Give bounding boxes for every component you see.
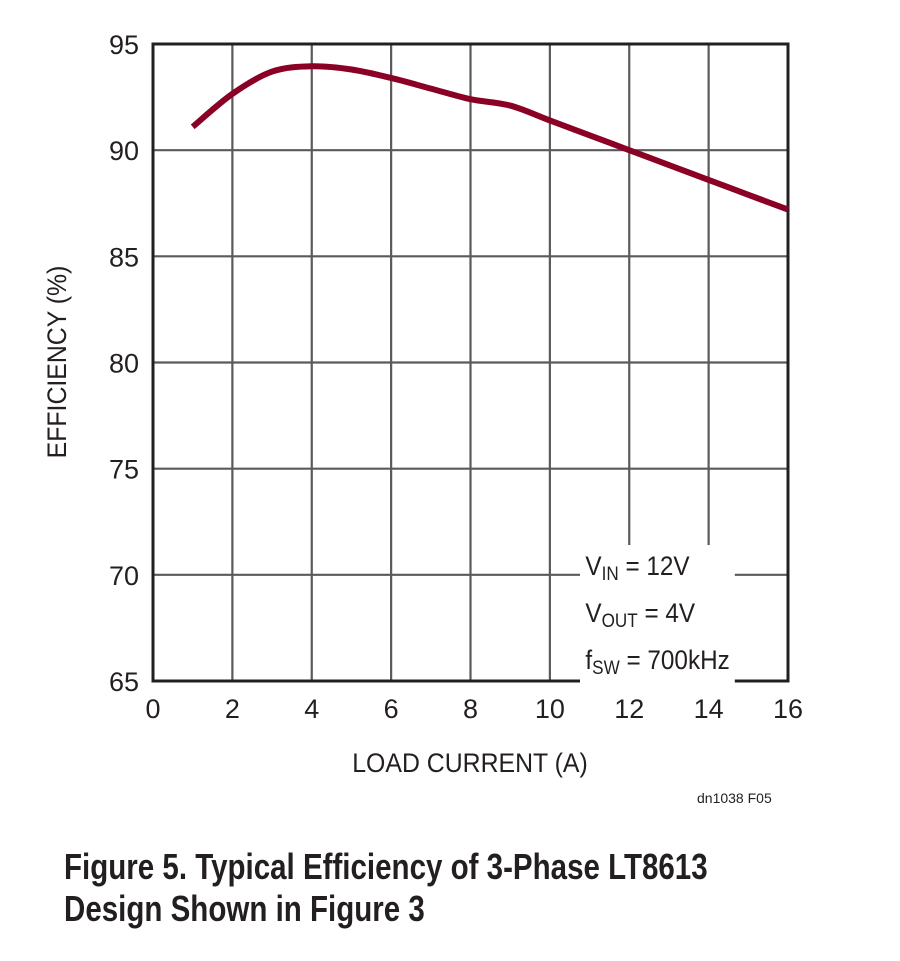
tick-labels: 0 2 4 6 8 10 12 14 16 65 70 75 80 85 90 95 bbox=[109, 30, 803, 724]
series-line-efficiency bbox=[190, 63, 790, 213]
x-tick-label: 0 bbox=[145, 694, 160, 724]
x-tick-label: 6 bbox=[384, 694, 399, 724]
conditions-legend: VIN = 12V VOUT = 4V fSW = 700kHz bbox=[580, 545, 736, 690]
x-axis-label: LOAD CURRENT (A) bbox=[352, 749, 588, 778]
y-tick-label: 70 bbox=[109, 561, 139, 591]
y-axis-label: EFFICIENCY (%) bbox=[43, 266, 72, 459]
y-tick-label: 75 bbox=[109, 455, 139, 485]
y-tick-label: 85 bbox=[109, 242, 139, 272]
caption-line-1: Figure 5. Typical Efficiency of 3-Phase … bbox=[64, 846, 708, 887]
x-tick-label: 8 bbox=[463, 694, 478, 724]
plot-frame bbox=[151, 42, 790, 683]
x-tick-label: 12 bbox=[614, 694, 644, 724]
fsw-condition: fSW = 700kHz bbox=[585, 645, 730, 679]
caption-line-2: Design Shown in Figure 3 bbox=[64, 888, 425, 929]
x-tick-label: 2 bbox=[225, 694, 240, 724]
vout-condition: VOUT = 4V bbox=[585, 598, 696, 632]
x-tick-label: 14 bbox=[694, 694, 724, 724]
x-tick-label: 4 bbox=[304, 694, 319, 724]
x-tick-label: 10 bbox=[535, 694, 565, 724]
x-tick-label: 16 bbox=[773, 694, 803, 724]
y-tick-label: 95 bbox=[109, 30, 139, 60]
vin-condition: VIN = 12V bbox=[585, 551, 690, 585]
y-tick-label: 80 bbox=[109, 349, 139, 379]
grid bbox=[151, 42, 790, 683]
y-tick-label: 90 bbox=[109, 136, 139, 166]
y-tick-label: 65 bbox=[109, 667, 139, 697]
figure-caption: Figure 5. Typical Efficiency of 3-Phase … bbox=[64, 846, 708, 930]
figure-code: dn1038 F05 bbox=[697, 790, 772, 806]
